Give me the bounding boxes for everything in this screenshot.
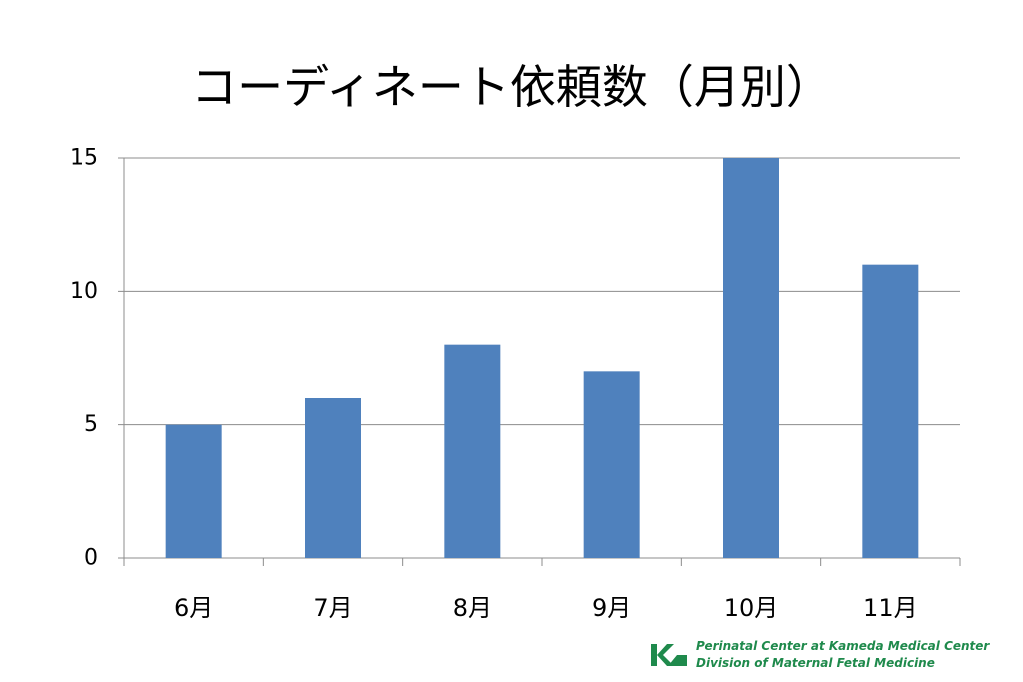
footer-credit: Perinatal Center at Kameda Medical Cente… — [650, 636, 989, 674]
x-tick-label: 9月 — [592, 594, 631, 622]
footer-line-2: Division of Maternal Fetal Medicine — [696, 656, 935, 670]
bar — [444, 344, 501, 558]
y-tick-label: 10 — [70, 279, 98, 304]
x-tick-label: 6月 — [174, 594, 213, 622]
x-tick-label: 7月 — [313, 594, 352, 622]
gridlines — [118, 157, 960, 559]
x-tick-label: 11月 — [863, 594, 918, 622]
footer-line-1: Perinatal Center at Kameda Medical Cente… — [696, 639, 990, 653]
bars — [165, 158, 919, 558]
bar — [305, 398, 361, 558]
kameda-logo-icon — [651, 644, 687, 666]
y-tick-label: 0 — [84, 546, 98, 571]
tick-labels: 0 5 10 15 6月 7月 8月 9月 10月 11月 — [70, 146, 918, 623]
bar — [723, 158, 779, 558]
chart-title: コーディネート依頼数（月別） — [191, 60, 832, 114]
x-tick-label: 8月 — [453, 594, 492, 622]
y-tick-label: 15 — [70, 146, 98, 171]
y-tick-label: 5 — [84, 412, 98, 437]
axes — [123, 158, 961, 566]
bar — [583, 371, 640, 558]
x-tick-label: 10月 — [724, 594, 779, 622]
bar — [165, 424, 222, 558]
bar — [862, 264, 919, 558]
